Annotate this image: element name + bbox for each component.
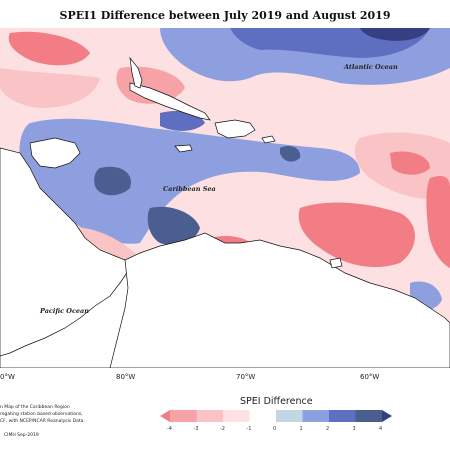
legend-colorbar [160, 410, 392, 422]
hispaniola [214, 119, 256, 139]
credit-text: CIMH Sep-2019 [4, 433, 39, 438]
atlantic-ocean-label: Atlantic Ocean [344, 63, 398, 71]
legend-swatch [329, 410, 356, 422]
se-red [426, 176, 450, 268]
spei-map [0, 28, 450, 368]
lon-label-80: 80°W [116, 373, 136, 381]
atlantic-darkest [360, 28, 430, 41]
legend-arrow-left [160, 410, 170, 422]
legend-tick-label: -3 [193, 426, 199, 432]
gulf-pink [0, 68, 100, 108]
legend-swatch [302, 410, 329, 422]
legend-swatch [276, 410, 303, 422]
florida [129, 56, 143, 89]
legend-tick-label: -1 [246, 426, 252, 432]
jamaica [174, 144, 193, 153]
east-red [298, 202, 415, 268]
legend-tick-label: 3 [352, 426, 356, 432]
legend-swatch [196, 410, 223, 422]
legend-tick-label: 0 [273, 426, 277, 432]
lon-label-0: 0°W [0, 373, 15, 381]
yucatan [29, 137, 81, 169]
pacific-ocean-label: Pacific Ocean [40, 307, 89, 315]
puerto-rico [261, 135, 276, 144]
map-note-3: CF, with NCEP/NCAR Reanalysis Data. [0, 419, 85, 424]
legend-title: SPEI Difference [240, 396, 313, 407]
landmass-group [0, 56, 450, 368]
legend-swatch [249, 410, 276, 422]
legend-arrow-right [382, 410, 392, 422]
cuba [129, 82, 211, 121]
trinidad [329, 257, 343, 269]
legend-tick-label: 4 [379, 426, 383, 432]
lon-label-60: 60°W [360, 373, 380, 381]
central-blue-dark [94, 166, 131, 196]
legend-tick-label: -4 [167, 426, 172, 432]
gulf-red [8, 31, 91, 66]
lesser-blue [280, 146, 301, 162]
south-america [109, 232, 450, 368]
map-title: SPEI1 Difference between July 2019 and A… [59, 9, 391, 22]
legend-tick-label: 2 [326, 426, 330, 432]
legend-swatch [170, 410, 197, 422]
caribbean-sea-label: Caribbean Sea [163, 185, 216, 193]
legend-tick-label: 1 [299, 426, 303, 432]
east-red-2 [390, 151, 430, 175]
map-note-2: regating station based observations, [0, 412, 83, 417]
central-blue [19, 118, 361, 244]
map-note-1: n Map of the Caribbean Region [0, 405, 70, 410]
legend-swatch [355, 410, 382, 422]
colombia-blue [147, 206, 200, 245]
legend-tick-label: -2 [220, 426, 225, 432]
lon-label-70: 70°W [236, 373, 256, 381]
legend-swatch [223, 410, 250, 422]
